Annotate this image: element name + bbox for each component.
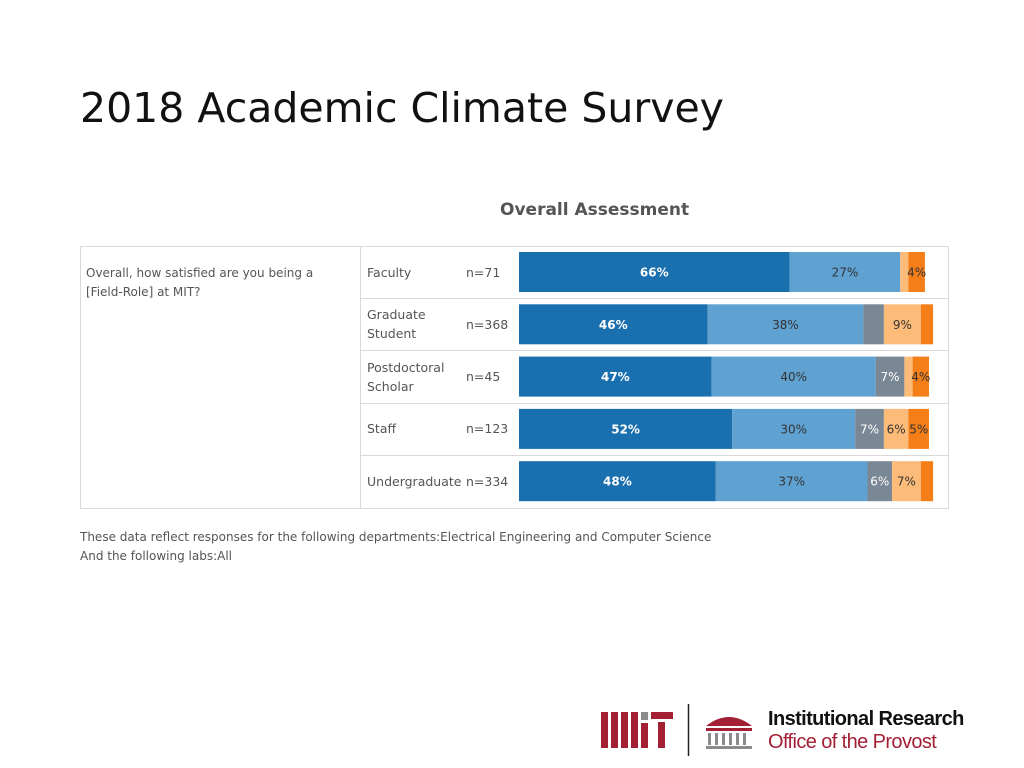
value-label: 52% <box>611 422 640 436</box>
value-label: 27% <box>832 266 859 280</box>
bar-segment <box>900 252 909 292</box>
bar-segment <box>908 408 929 449</box>
value-label: 7% <box>897 475 916 489</box>
bar-segment <box>863 304 884 345</box>
bar-segment <box>711 356 876 397</box>
value-label: 6% <box>887 422 906 436</box>
note: These data reflect responses for the fol… <box>80 530 712 544</box>
building-icon <box>706 717 752 749</box>
bar-segment <box>732 408 856 449</box>
slide-title: 2018 Academic Climate Survey <box>80 84 724 132</box>
bar-segment <box>920 461 934 502</box>
value-label: 7% <box>860 422 879 436</box>
n-label: n=334 <box>466 473 509 489</box>
bar-segment <box>875 356 905 397</box>
value-label: 66% <box>640 266 669 280</box>
value-label: 37% <box>778 475 805 489</box>
chart-title: Overall Assessment <box>500 200 690 220</box>
bar-segment <box>519 408 733 449</box>
bar-segment <box>920 304 934 345</box>
value-label: 7% <box>881 370 900 384</box>
bar-segment <box>904 356 913 397</box>
bar-segment <box>789 252 901 292</box>
bar-segment <box>912 356 929 397</box>
value-label: 6% <box>870 475 889 489</box>
category-label: Postdoctoral Scholar <box>367 359 445 394</box>
bar-segment <box>855 408 884 449</box>
n-label: n=123 <box>466 421 509 437</box>
n-label: n=71 <box>466 264 501 280</box>
value-label: 9% <box>893 318 912 332</box>
value-label: 5% <box>909 422 928 436</box>
mit-logo <box>601 712 673 748</box>
value-label: 4% <box>911 370 930 384</box>
bar-segment <box>707 304 864 345</box>
value-label: 30% <box>780 422 807 436</box>
category-label: Graduate Student <box>367 307 426 342</box>
n-label: n=45 <box>466 369 501 385</box>
value-label: 48% <box>603 475 632 489</box>
bar-segment <box>519 461 716 502</box>
bar-segment <box>519 304 708 345</box>
n-label: n=368 <box>466 316 509 332</box>
question: Overall, how satisfied are you being a [… <box>86 266 314 299</box>
category-label: Undergraduate <box>367 473 462 489</box>
category-label: Faculty <box>367 264 412 280</box>
bar-segment <box>883 408 909 449</box>
bar-segment <box>715 461 868 502</box>
value-label: 4% <box>907 266 926 280</box>
bar-segment <box>519 356 712 397</box>
value-label: 46% <box>599 318 628 332</box>
bar-segment <box>908 252 925 292</box>
value-label: 38% <box>772 318 799 332</box>
bar-segment <box>519 252 790 292</box>
logo-text: Institutional Research <box>768 708 964 730</box>
bar-segment <box>883 304 921 345</box>
note: And the following labs:All <box>80 549 232 563</box>
value-label: 47% <box>601 370 630 384</box>
bar-segment <box>867 461 893 502</box>
bar-segment <box>892 461 921 502</box>
logo-text: Office of the Provost <box>768 731 937 753</box>
value-label: 40% <box>780 370 807 384</box>
table-grid <box>80 246 949 509</box>
category-label: Staff <box>367 421 397 437</box>
